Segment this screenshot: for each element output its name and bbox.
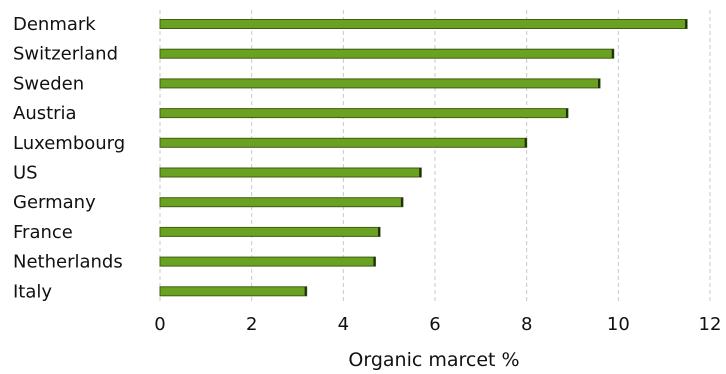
bar-end-cap	[400, 197, 403, 207]
category-labels: Denmark Switzerland Sweden Austria Luxembour…	[13, 14, 125, 302]
x-tick-label: 8	[521, 314, 532, 335]
category-label: Austria	[13, 103, 77, 124]
x-tick-labels: 0 2 4 6 8 10 12	[154, 314, 721, 335]
category-label: Denmark	[13, 14, 96, 35]
bar-denmark	[159, 19, 688, 29]
bar-end-cap	[419, 168, 422, 177]
x-tick-label: 10	[607, 314, 630, 335]
bar-end-cap	[565, 108, 568, 118]
x-axis-label: Organic marcet %	[348, 349, 519, 371]
bar-end-cap	[598, 78, 600, 88]
bar-austria	[159, 108, 569, 119]
bar-us	[159, 167, 422, 178]
x-tick-label: 12	[699, 314, 722, 335]
bar-germany	[159, 197, 404, 208]
category-label: Sweden	[13, 73, 84, 94]
category-label: US	[13, 163, 38, 184]
category-label: Luxembourg	[13, 133, 125, 154]
category-label: Italy	[13, 281, 52, 302]
bar-france	[159, 226, 381, 237]
x-tick-label: 0	[154, 314, 165, 335]
category-label: France	[13, 222, 73, 243]
bar-end-cap	[611, 49, 614, 59]
bar-italy	[159, 286, 308, 297]
category-label: Germany	[13, 192, 96, 213]
bar-end-cap	[304, 286, 307, 296]
bar-end-cap	[378, 227, 380, 237]
bars	[159, 19, 688, 297]
bar-luxembourg	[159, 137, 528, 148]
bar-end-cap	[524, 138, 527, 148]
x-tick-label: 2	[246, 314, 257, 335]
x-tick-label: 4	[338, 314, 349, 335]
category-label: Netherlands	[13, 252, 123, 273]
bar-end-cap	[373, 257, 376, 267]
x-tick-label: 6	[429, 314, 440, 335]
bar-netherlands	[159, 256, 376, 267]
bar-end-cap	[685, 19, 688, 29]
bar-sweden	[159, 78, 601, 89]
bar-switzerland	[159, 48, 615, 59]
category-label: Switzerland	[13, 44, 118, 65]
